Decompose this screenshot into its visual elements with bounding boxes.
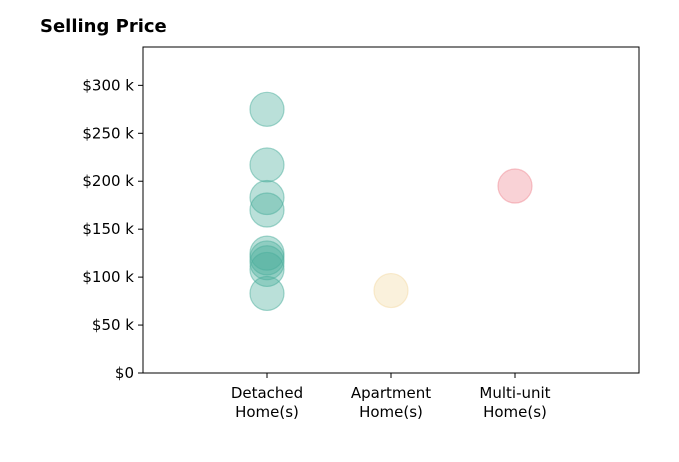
x-axis: Detached Home(s) Apartment Home(s) Multi-uni…	[231, 373, 551, 421]
y-tick-label: $250 k	[82, 124, 134, 142]
data-point	[373, 272, 409, 309]
y-tick-label: $50 k	[92, 316, 134, 334]
x-tick-label: Apartment Home(s)	[351, 384, 431, 421]
data-point	[497, 168, 533, 204]
data-point	[249, 147, 285, 183]
data-point	[249, 192, 285, 228]
data-point	[249, 91, 285, 127]
data-point	[249, 179, 285, 216]
plot-frame	[142, 46, 640, 374]
y-tick-label: $150 k	[82, 220, 134, 238]
data-points	[249, 91, 533, 312]
x-tick-label: Detached Home(s)	[231, 384, 303, 421]
y-axis: $0 $50 k $100 k $150 k $200 k $250 k $300 k	[82, 76, 143, 382]
y-tick-label: $200 k	[82, 172, 134, 190]
data-point	[249, 251, 285, 288]
data-point	[249, 240, 285, 276]
x-tick-label: Multi-unit Home(s)	[479, 384, 550, 421]
y-tick-label: $0	[115, 364, 134, 382]
chart-title: Selling Price	[40, 16, 167, 37]
y-tick-label: $100 k	[82, 268, 134, 286]
data-point	[249, 275, 285, 312]
data-point	[249, 235, 285, 271]
y-tick-label: $300 k	[82, 76, 134, 94]
